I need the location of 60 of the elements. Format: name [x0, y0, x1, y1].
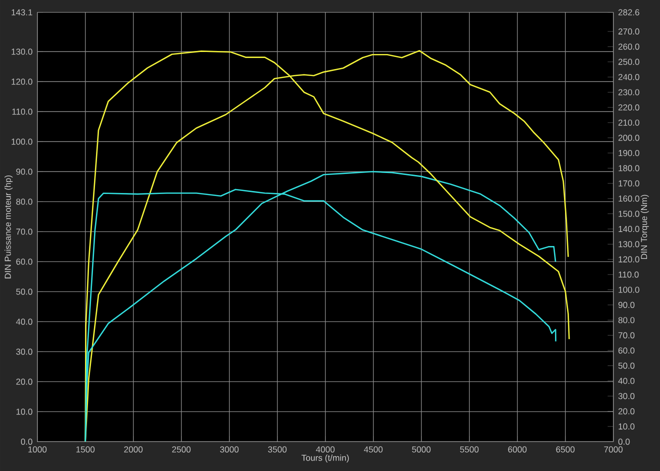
- y2-tick-label: 220.0: [618, 104, 640, 110]
- x-tick-label: 6000: [508, 446, 527, 452]
- x-tick-label: 2000: [124, 446, 143, 452]
- y2-tick-label: 250.0: [618, 58, 640, 65]
- y-tick-label: 110.0: [12, 108, 32, 115]
- x-tick-label: 7000: [604, 446, 623, 452]
- x-tick-label: 2500: [172, 446, 191, 452]
- y-tick-label: 80.0: [16, 198, 32, 205]
- y2-tick-label: 60.0: [618, 347, 634, 354]
- y-tick-label: 40.0: [16, 318, 32, 325]
- x-tick-label: 1000: [28, 446, 47, 452]
- y-tick-label: 0.0: [20, 438, 32, 445]
- y2-tick-label: 30.0: [618, 393, 634, 400]
- y2-tick-label: 210.0: [618, 120, 640, 126]
- y2-tick-label: 110.0: [618, 272, 639, 278]
- y2-tick-label: 190.0: [618, 150, 640, 156]
- x-tick-label: 6500: [556, 446, 575, 452]
- y2-tick-label: 200.0: [618, 134, 640, 141]
- y-tick-label: 120.0: [12, 78, 32, 85]
- y2-tick-label: 10.0: [618, 423, 634, 430]
- y-tick-label: 60.0: [16, 258, 32, 265]
- y2-tick-label: 240.0: [618, 74, 640, 80]
- y2-tick-label: 50.0: [618, 362, 634, 369]
- x-tick-label: 5000: [412, 446, 431, 452]
- x-tick-label: 3000: [220, 446, 239, 452]
- y2-tick-label: 270.0: [618, 28, 640, 35]
- y2-tick-label: 170.0: [618, 180, 640, 186]
- y-tick-label: 90.0: [16, 168, 32, 175]
- y-tick-label: 143.1: [12, 9, 32, 16]
- y-tick-label: 50.0: [16, 288, 32, 295]
- y2-tick-label: 130.0: [618, 241, 640, 248]
- x-tick-label: 4500: [364, 446, 383, 452]
- y2-tick-label: 230.0: [618, 89, 640, 96]
- y2-tick-label: 150.0: [618, 210, 640, 217]
- y-axis-title: DIN Puissance moteur (hp): [4, 175, 13, 278]
- y2-tick-label: 160.0: [618, 196, 640, 202]
- y2-axis-title: DIN Torque (Nm): [640, 194, 649, 259]
- y-tick-label: 30.0: [16, 348, 32, 355]
- y-tick-label: 130.0: [12, 48, 32, 55]
- x-tick-label: 4000: [316, 446, 335, 452]
- x-tick-label: 1500: [76, 446, 95, 452]
- x-tick-label: 5500: [460, 446, 479, 452]
- y2-tick-label: 80.0: [618, 317, 634, 324]
- y2-tick-label: 100.0: [618, 286, 640, 293]
- y2-tick-label: 20.0: [618, 408, 634, 414]
- y-tick-label: 100.0: [12, 138, 32, 145]
- y2-tick-label: 180.0: [618, 165, 640, 172]
- y2-tick-label: 90.0: [618, 302, 634, 308]
- y2-tick-label: 70.0: [618, 332, 634, 338]
- y-tick-label: 70.0: [16, 228, 32, 235]
- y2-tick-label: 120.0: [618, 256, 640, 262]
- y2-tick-label: 0.0: [618, 438, 630, 445]
- y2-tick-label: 40.0: [618, 378, 634, 384]
- y2-tick-label: 260.0: [618, 44, 640, 50]
- y2-tick-label: 282.6: [618, 9, 640, 16]
- y2-tick-label: 140.0: [618, 226, 640, 232]
- x-tick-label: 3500: [268, 446, 287, 452]
- y-tick-label: 20.0: [16, 378, 32, 385]
- y-tick-label: 10.0: [16, 408, 32, 415]
- x-axis-title: Tours (t/min): [302, 454, 349, 463]
